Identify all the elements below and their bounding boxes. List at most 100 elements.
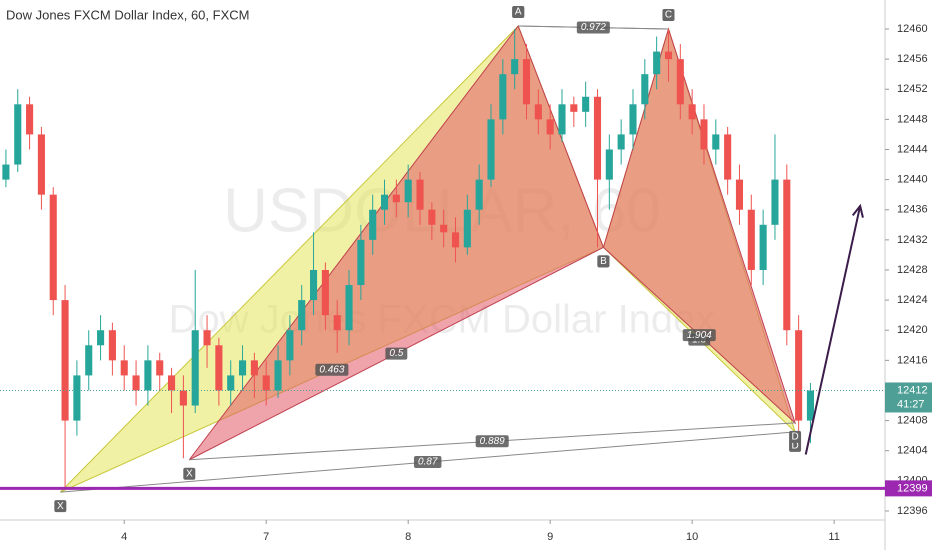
candle-body — [144, 360, 152, 391]
candle-body — [49, 194, 57, 301]
candle-body — [451, 232, 460, 248]
candle-body — [712, 134, 720, 150]
ratio-label: 0.5 — [389, 348, 403, 359]
candle-body — [700, 119, 708, 150]
candle-body — [806, 390, 815, 421]
candle-body — [380, 194, 389, 210]
candle-body — [759, 224, 767, 270]
candle-body — [487, 119, 495, 180]
point-label: C — [665, 10, 672, 21]
candle-body — [61, 300, 69, 421]
candle-body — [783, 179, 791, 331]
y-tick-label: 12460 — [897, 23, 928, 35]
candle-body — [156, 360, 164, 376]
y-tick-label: 12432 — [897, 234, 928, 246]
candle-body — [85, 345, 93, 376]
point-box — [183, 467, 196, 480]
candle-body — [475, 179, 483, 210]
ratio-label: 0.463 — [319, 364, 344, 375]
candle-body — [333, 315, 341, 331]
y-tick-label: 12396 — [897, 505, 928, 517]
point-label: D — [791, 441, 798, 452]
y-tick-label: 12408 — [897, 415, 928, 427]
candle-body — [617, 134, 625, 150]
y-tick-label: 12448 — [897, 113, 928, 125]
x-tick-label: 10 — [686, 531, 698, 543]
candle-body — [345, 285, 353, 331]
hline-tag — [885, 480, 932, 497]
y-tick-label: 12428 — [897, 264, 928, 276]
candle-body — [522, 59, 531, 105]
point-label: B — [600, 256, 607, 267]
ratio-box — [576, 21, 610, 34]
candle-body — [735, 179, 744, 210]
candle-body — [191, 330, 199, 406]
point-label: X — [57, 501, 64, 512]
x-tick-label: 4 — [121, 531, 127, 543]
candle-body — [747, 209, 755, 270]
ratio-box — [475, 435, 509, 448]
last-price-tag — [885, 382, 932, 413]
point-box — [662, 8, 675, 21]
ratio-label: 0.972 — [581, 22, 606, 33]
candle-body — [570, 104, 578, 112]
point-box — [789, 430, 802, 443]
y-tick-label: 12416 — [897, 354, 928, 366]
y-tick-label: 12456 — [897, 53, 928, 65]
ratio-box — [315, 363, 349, 376]
y-tick-label: 12444 — [897, 143, 928, 155]
candle-body — [688, 104, 696, 120]
y-tick-label: 12424 — [897, 294, 928, 306]
candle-body — [511, 59, 519, 75]
x-tick-label: 8 — [405, 531, 411, 543]
ratio-label: 0.87 — [418, 457, 438, 468]
point-label: D — [791, 431, 798, 442]
y-tick-label: 12420 — [897, 324, 928, 336]
hline-label: 12399 — [897, 482, 928, 494]
candle-body — [440, 224, 448, 233]
point-box — [789, 439, 802, 452]
candle-body — [641, 74, 649, 105]
y-tick-label: 12404 — [897, 445, 928, 457]
candle-body — [534, 104, 542, 120]
candle-body — [108, 330, 116, 361]
plot — [2, 24, 815, 493]
candle-body — [724, 134, 732, 180]
x-tick-label: 7 — [263, 531, 269, 543]
candle-body — [321, 269, 329, 316]
last-price-label: 12412 — [897, 384, 928, 396]
candle-body — [37, 134, 45, 195]
candle-body — [215, 345, 223, 391]
candle-body — [298, 300, 306, 331]
candle-body — [795, 330, 803, 421]
candle-body — [605, 149, 613, 180]
ratio-box — [385, 347, 408, 360]
x-tick-label: 11 — [828, 531, 839, 543]
ratio-box — [413, 456, 442, 469]
candle-body — [653, 51, 661, 75]
candle-body — [26, 104, 34, 135]
candle-body — [73, 375, 81, 421]
candle-body — [392, 194, 400, 203]
y-tick-label: 12452 — [897, 83, 928, 95]
candle-body — [593, 96, 602, 180]
candle-body — [227, 375, 235, 391]
candle-body — [250, 360, 258, 376]
candle-body — [499, 74, 507, 120]
candle-body — [558, 104, 566, 135]
ratio-label: 1.904 — [687, 330, 712, 341]
candle-body — [2, 164, 10, 180]
point-label: X — [186, 468, 193, 479]
point-box — [512, 5, 525, 18]
chart-title: Dow Jones FXCM Dollar Index, 60, FXCM — [6, 7, 249, 22]
candle-body — [771, 179, 779, 225]
countdown-label: 41:27 — [897, 398, 925, 410]
candle-body — [546, 119, 554, 135]
candle-body — [238, 360, 247, 376]
candle-body — [582, 96, 590, 112]
point-box — [597, 255, 610, 268]
y-tick-label: 12440 — [897, 174, 928, 186]
candle-body — [416, 179, 424, 210]
